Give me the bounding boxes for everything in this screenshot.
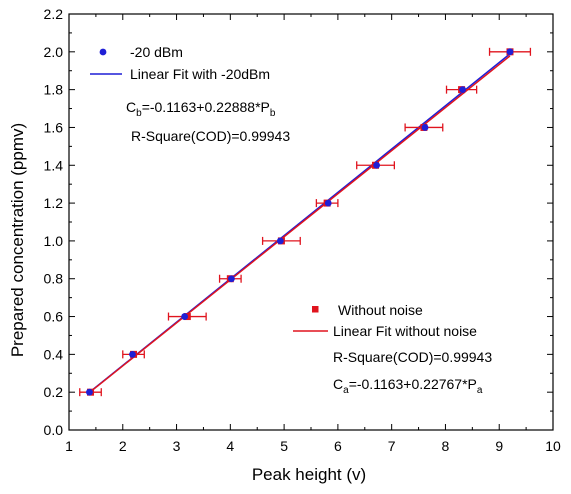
point-20dbm: [421, 124, 429, 131]
data-points: [86, 48, 514, 396]
x-tick-label: 5: [280, 438, 288, 454]
fit-lines: [88, 53, 511, 394]
point-20dbm: [459, 86, 467, 94]
y-tick-label: 1.8: [44, 82, 64, 98]
y-tick-label: 0.6: [44, 309, 64, 325]
x-tick-label: 10: [545, 438, 561, 454]
axes: [68, 13, 554, 431]
equation-a-lhs: C: [333, 376, 343, 392]
x-tick-label: 1: [65, 438, 73, 454]
r-square-b: R-Square(COD)=0.99943: [131, 128, 290, 144]
point-20dbm: [373, 161, 381, 169]
y-tick-label: 0.2: [44, 384, 64, 400]
point-20dbm: [324, 199, 332, 207]
x-axis-title: Peak height (v): [252, 465, 366, 484]
legend-label-fit-without-noise: Linear Fit without noise: [333, 323, 477, 339]
x-tick-label: 3: [173, 438, 181, 454]
legend-top: -20 dBm Linear Fit with -20dBm Cb=-0.116…: [90, 44, 290, 144]
point-20dbm: [506, 48, 514, 56]
y-tick-label: 1.2: [44, 195, 64, 211]
x-tick-label: 8: [442, 438, 450, 454]
equation-a-lhs-sub: a: [343, 385, 349, 396]
y-tick-label: 1.4: [44, 157, 64, 173]
y-tick-label: 1.0: [44, 233, 64, 249]
legend-label-20dbm: -20 dBm: [130, 44, 183, 60]
y-tick-label: 1.6: [44, 119, 64, 135]
r-square-a: R-Square(COD)=0.99943: [333, 349, 492, 365]
y-axis-title: Prepared concentration (ppmv): [8, 123, 27, 357]
x-tick-label: 9: [495, 438, 503, 454]
equation-a-rhs: =-0.1163+0.22767*P: [349, 376, 477, 392]
equation-b-rhs-sub: b: [270, 108, 276, 119]
legend-marker-without-noise: [312, 306, 319, 313]
equation-b-lhs-sub: b: [136, 108, 142, 119]
equation-b: Cb=-0.1163+0.22888*Pb: [126, 99, 276, 119]
equation-a: Ca=-0.1163+0.22767*Pa: [333, 376, 483, 396]
y-tick-label: 0.8: [44, 271, 64, 287]
point-20dbm: [276, 237, 284, 245]
point-20dbm: [86, 388, 93, 396]
equation-b-lhs: C: [126, 99, 136, 115]
x-tick-label: 2: [119, 438, 127, 454]
legend-marker-20dbm: [99, 48, 107, 56]
y-tick-label: 2.2: [44, 6, 64, 22]
legend-label-fit-20dbm: Linear Fit with -20dBm: [130, 66, 270, 82]
y-tick-label: 0.0: [44, 422, 64, 438]
point-20dbm: [228, 275, 235, 283]
equation-b-rhs: =-0.1163+0.22888*P: [142, 99, 270, 115]
point-20dbm: [129, 350, 136, 358]
point-20dbm: [181, 313, 189, 320]
x-tick-label: 4: [226, 438, 234, 454]
x-tick-label: 7: [388, 438, 396, 454]
fit-line-without-noise: [88, 55, 511, 394]
tick-labels: 1 2 3 4 5 6 7 8 9 10 0.0 0.2 0.4 0.6 0.8 1.0 1.2 1.4 1.6 1.…: [44, 6, 561, 454]
legend-bottom: Without noise Linear Fit without noise R…: [293, 302, 492, 396]
equation-a-rhs-sub: a: [477, 385, 483, 396]
y-tick-label: 2.0: [44, 44, 64, 60]
x-tick-label: 6: [334, 438, 342, 454]
legend-label-without-noise: Without noise: [338, 302, 423, 318]
y-tick-label: 0.4: [44, 346, 64, 362]
